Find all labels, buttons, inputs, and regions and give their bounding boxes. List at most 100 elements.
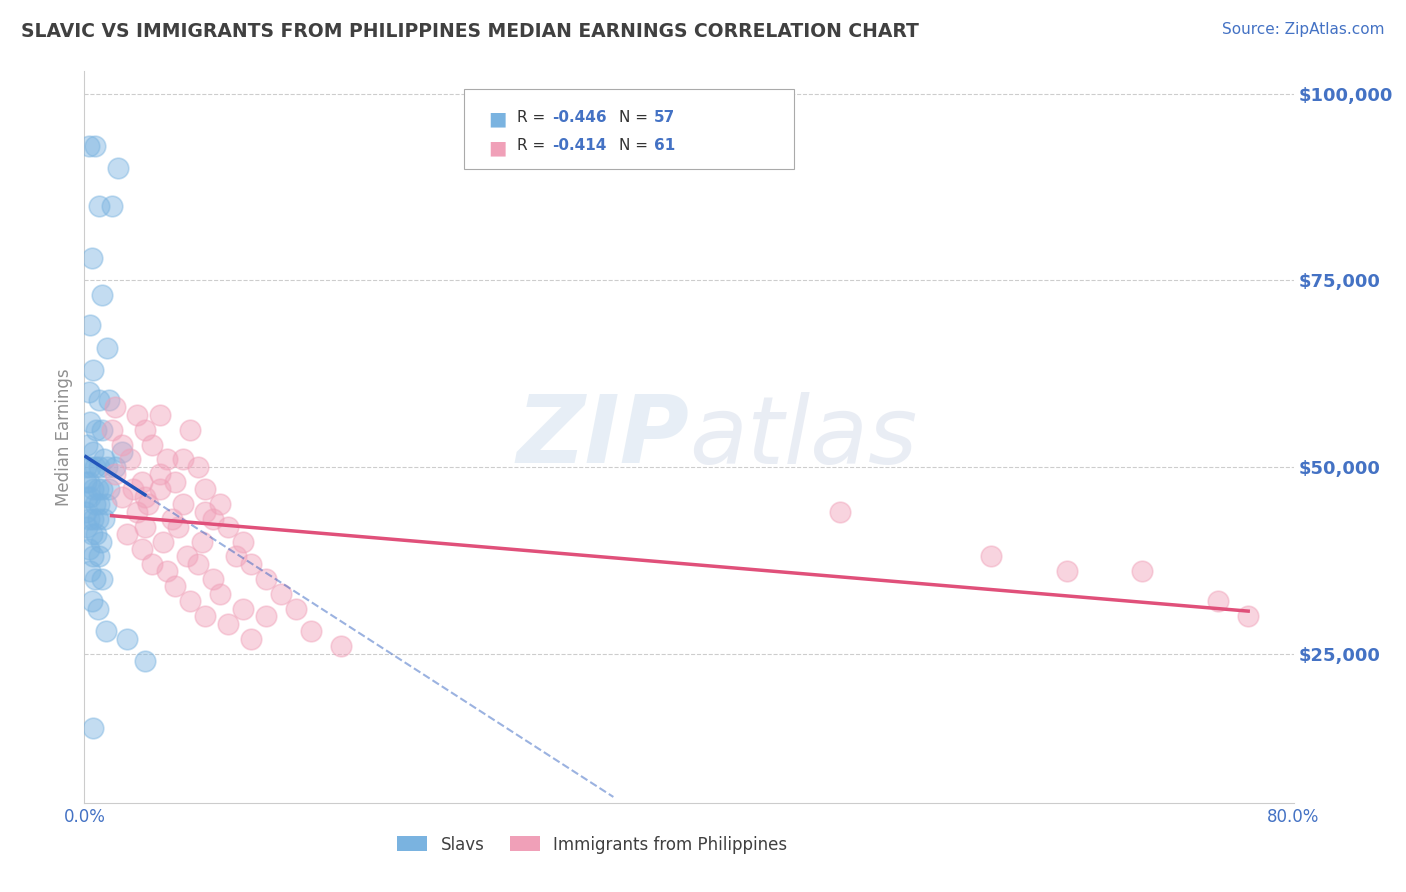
Point — [134, 490, 156, 504]
Point — [118, 452, 141, 467]
Point — [1237, 609, 1260, 624]
Point — [330, 639, 353, 653]
Text: R =: R = — [517, 110, 551, 125]
Point — [179, 423, 201, 437]
Point — [97, 392, 120, 407]
Point — [84, 572, 107, 586]
Point — [179, 594, 201, 608]
Point — [94, 624, 117, 639]
Point — [270, 587, 292, 601]
Point — [84, 139, 107, 153]
Text: 57: 57 — [654, 110, 675, 125]
Point — [79, 459, 101, 474]
Point — [82, 445, 104, 459]
Text: Source: ZipAtlas.com: Source: ZipAtlas.com — [1222, 22, 1385, 37]
Text: -0.414: -0.414 — [553, 138, 607, 153]
Point — [209, 587, 232, 601]
Point — [127, 408, 149, 422]
Point — [91, 572, 114, 586]
Point — [141, 557, 163, 571]
Point — [80, 251, 103, 265]
Point — [167, 519, 190, 533]
Text: R =: R = — [517, 138, 551, 153]
Point — [93, 512, 115, 526]
Point — [89, 199, 111, 213]
Point — [89, 549, 111, 564]
Point — [201, 512, 224, 526]
Point — [77, 139, 100, 153]
Point — [285, 601, 308, 615]
Point — [79, 318, 101, 332]
Point — [107, 161, 129, 176]
Point — [176, 549, 198, 564]
Point — [91, 423, 114, 437]
Point — [1056, 565, 1078, 579]
Point — [94, 497, 117, 511]
Point — [89, 459, 111, 474]
Point — [75, 475, 97, 489]
Text: ■: ■ — [488, 110, 506, 128]
Point — [165, 579, 187, 593]
Text: 61: 61 — [654, 138, 675, 153]
Point — [91, 483, 114, 497]
Point — [90, 534, 112, 549]
Text: N =: N = — [619, 138, 652, 153]
Point — [194, 505, 217, 519]
Point — [225, 549, 247, 564]
Point — [77, 542, 100, 557]
Point — [160, 512, 183, 526]
Point — [131, 475, 153, 489]
Legend: Slavs, Immigrants from Philippines: Slavs, Immigrants from Philippines — [391, 829, 794, 860]
Point — [980, 549, 1002, 564]
Point — [239, 557, 262, 571]
Point — [79, 415, 101, 429]
Point — [100, 423, 122, 437]
Point — [87, 601, 110, 615]
Point — [89, 392, 111, 407]
Point — [131, 542, 153, 557]
Point — [104, 459, 127, 474]
Point — [100, 199, 122, 213]
Point — [104, 401, 127, 415]
Point — [149, 483, 172, 497]
Point — [1132, 565, 1154, 579]
Point — [134, 654, 156, 668]
Text: atlas: atlas — [689, 392, 917, 483]
Point — [217, 616, 239, 631]
Text: -0.446: -0.446 — [553, 110, 607, 125]
Point — [156, 565, 179, 579]
Point — [232, 601, 254, 615]
Point — [172, 497, 194, 511]
Point — [201, 572, 224, 586]
Point — [86, 423, 108, 437]
Point — [111, 437, 134, 451]
Point — [299, 624, 322, 639]
Point — [209, 497, 232, 511]
Point — [134, 423, 156, 437]
Point — [77, 385, 100, 400]
Point — [80, 594, 103, 608]
Point — [217, 519, 239, 533]
Text: N =: N = — [619, 110, 652, 125]
Point — [134, 519, 156, 533]
Point — [127, 505, 149, 519]
Point — [191, 534, 214, 549]
Point — [111, 445, 134, 459]
Point — [82, 512, 104, 526]
Point — [96, 459, 118, 474]
Point — [830, 505, 852, 519]
Point — [84, 497, 107, 511]
Point — [86, 527, 108, 541]
Point — [93, 452, 115, 467]
Point — [77, 475, 100, 489]
Point — [82, 549, 104, 564]
Point — [187, 557, 209, 571]
Point — [87, 483, 110, 497]
Point — [239, 632, 262, 646]
Point — [89, 497, 111, 511]
Point — [149, 408, 172, 422]
Point — [254, 609, 277, 624]
Point — [111, 490, 134, 504]
Point — [97, 483, 120, 497]
Point — [115, 632, 138, 646]
